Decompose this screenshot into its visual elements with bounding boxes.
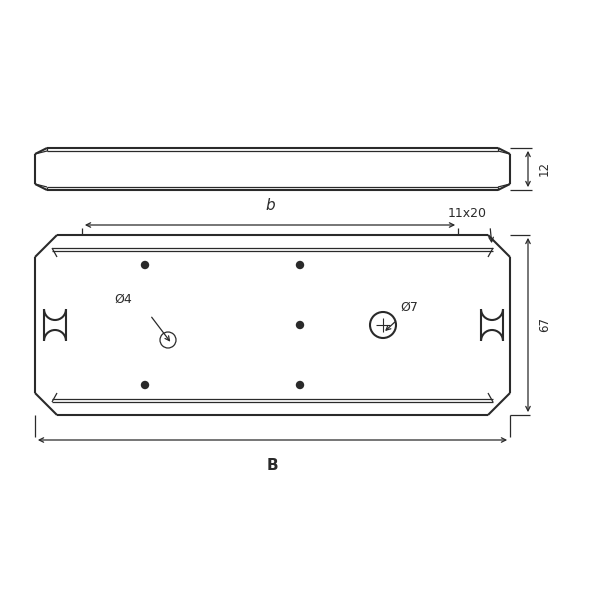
Text: B: B bbox=[266, 458, 278, 473]
Text: b: b bbox=[265, 198, 275, 213]
Text: 11x20: 11x20 bbox=[448, 207, 487, 220]
Circle shape bbox=[142, 382, 149, 389]
Circle shape bbox=[296, 322, 304, 329]
Text: 12: 12 bbox=[538, 161, 551, 176]
Circle shape bbox=[296, 382, 304, 389]
Circle shape bbox=[296, 262, 304, 269]
Text: 67: 67 bbox=[538, 317, 551, 332]
Text: Ø7: Ø7 bbox=[400, 301, 418, 314]
Text: Ø4: Ø4 bbox=[114, 293, 132, 306]
Circle shape bbox=[142, 262, 149, 269]
